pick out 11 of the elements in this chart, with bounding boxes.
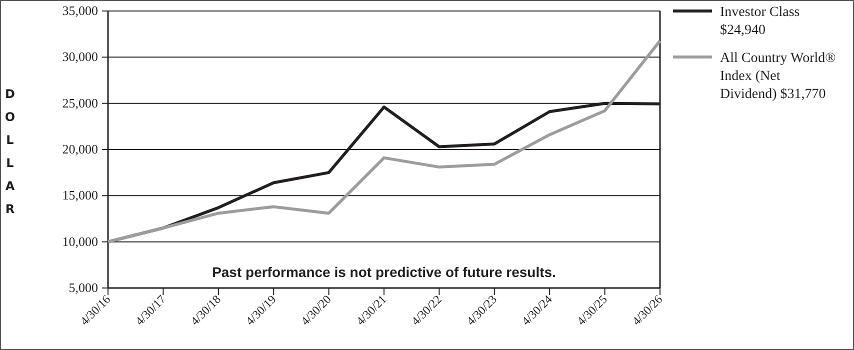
- legend-label: All Country World® Index (Net Dividend) $31,770: [720, 51, 836, 102]
- y-tick-label: 5,000: [68, 280, 98, 295]
- y-tick-label: 25,000: [62, 95, 98, 110]
- y-tick-label: 20,000: [62, 142, 98, 156]
- y-tick-label: 15,000: [62, 188, 98, 203]
- legend-label: Investor Class $24,940: [720, 5, 800, 38]
- annotation: Past performance is not predictive of future results.: [212, 264, 556, 280]
- y-tick-label: 35,000: [62, 3, 98, 18]
- y-axis-title: DOLLAR: [4, 87, 16, 216]
- y-tick-label: 10,000: [62, 234, 98, 249]
- y-tick-label: 30,000: [62, 49, 98, 64]
